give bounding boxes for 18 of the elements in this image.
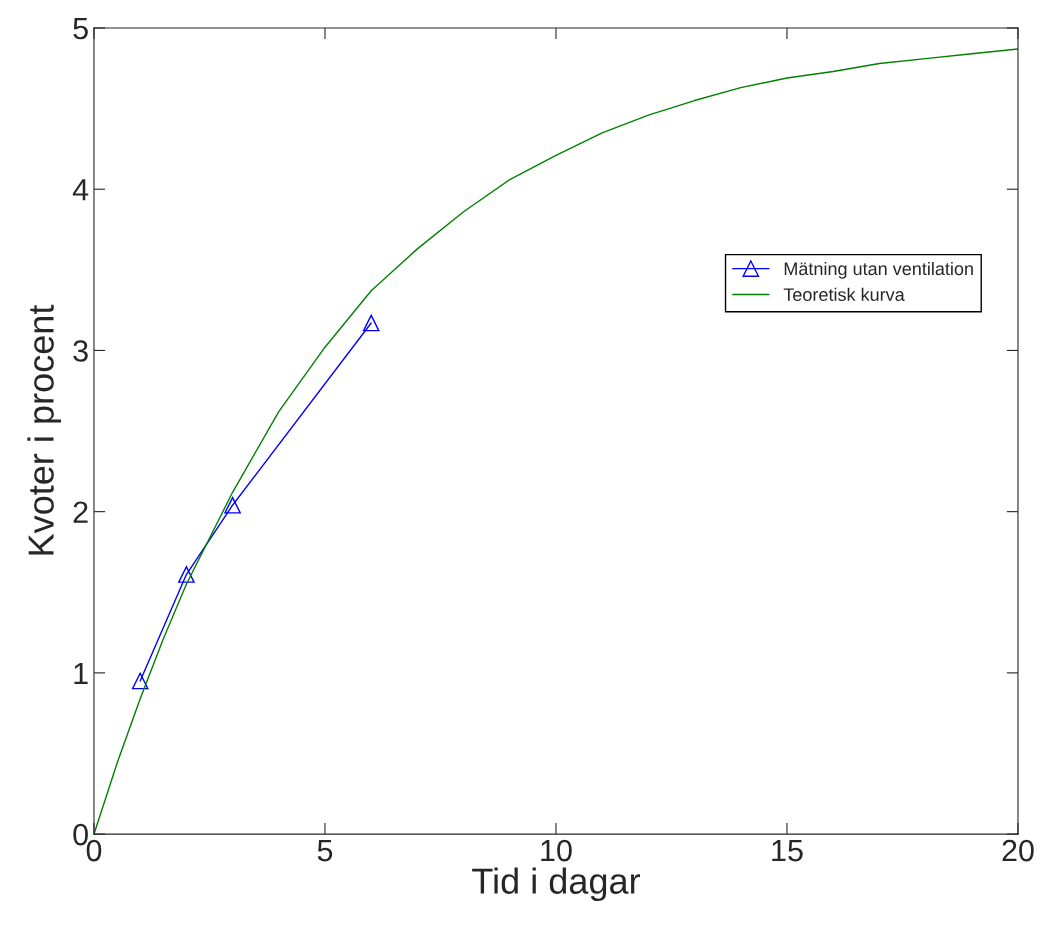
legend-label: Mätning utan ventilation <box>784 261 973 279</box>
x-tick-label: 20 <box>1002 839 1034 862</box>
y-tick-label: 5 <box>73 18 88 40</box>
point <box>362 314 380 332</box>
x-axis-title: Tid i dagar <box>472 867 641 902</box>
y-tick-label: 2 <box>73 501 88 523</box>
point <box>178 566 195 583</box>
y-axis-title: Kvoter i procent <box>27 304 62 555</box>
point <box>131 672 149 690</box>
x-tick-label: 5 <box>317 840 333 862</box>
x-tick-label: 15 <box>772 840 803 862</box>
x-tick-label: 10 <box>541 839 572 862</box>
legend-label: Teoretisk kurva <box>783 287 905 302</box>
y-tick-label: 3 <box>73 340 88 362</box>
y-tick-label: 4 <box>72 179 89 201</box>
y-tick-label: 0 <box>73 823 88 846</box>
point <box>224 496 241 514</box>
y-tick-label: 1 <box>74 662 88 684</box>
